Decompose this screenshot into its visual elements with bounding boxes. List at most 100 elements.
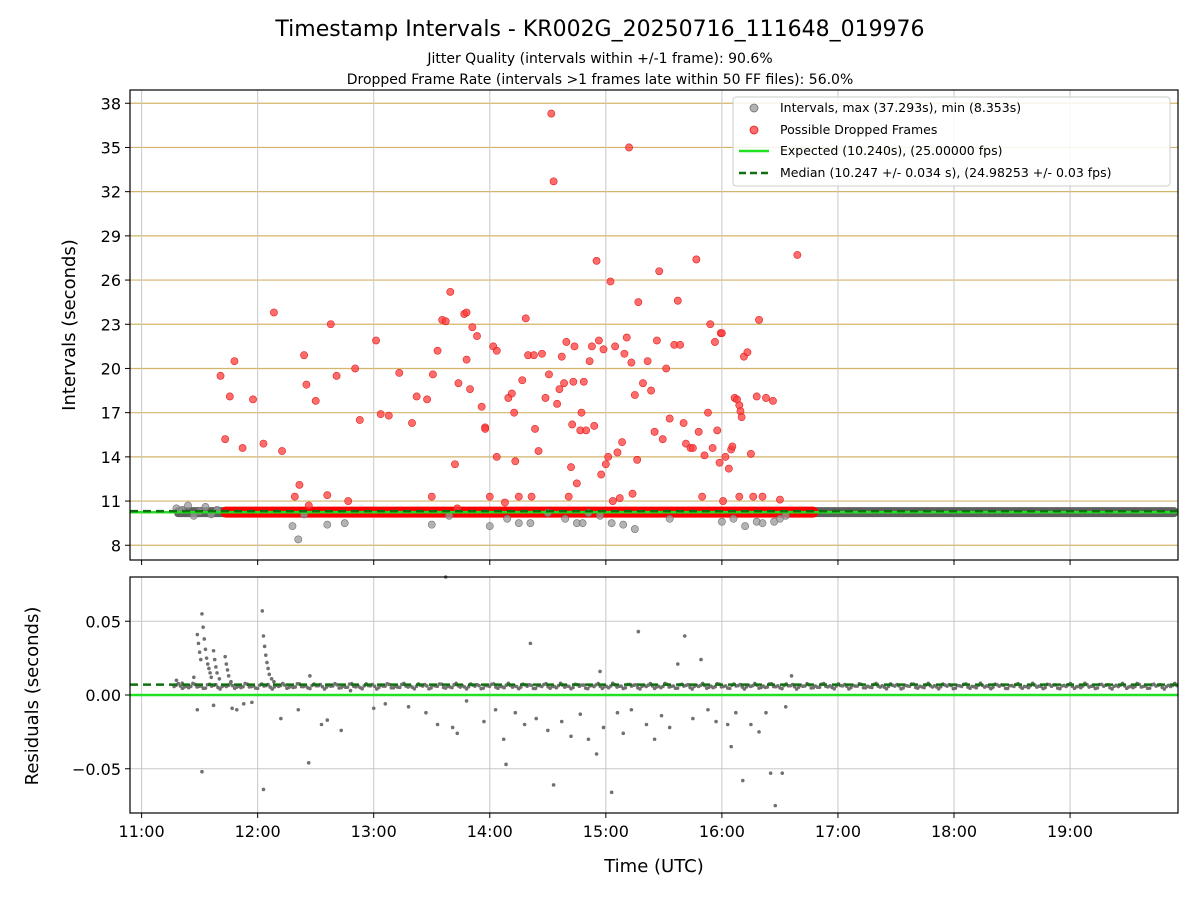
residual-point	[502, 685, 506, 690]
dropped-frame-point	[704, 408, 712, 417]
residual-point	[224, 662, 229, 666]
top-ytick-label: 23	[101, 315, 121, 334]
dropped-frame-point	[372, 336, 380, 345]
residual-point	[429, 686, 433, 690]
dropped-frame-point	[216, 371, 225, 380]
dropped-frame-point	[355, 416, 364, 424]
residual-point	[202, 637, 207, 641]
residual-point	[633, 683, 638, 687]
residual-point	[241, 684, 245, 689]
residual-point	[266, 666, 270, 671]
residual-point	[699, 657, 703, 662]
dropped-frame-point	[647, 386, 655, 395]
dropped-frame-point	[627, 358, 636, 367]
residual-point	[601, 725, 606, 730]
dropped-frame-point	[700, 451, 709, 460]
interval-point	[323, 520, 332, 529]
dropped-frame-point	[655, 267, 664, 276]
residual-point	[849, 685, 853, 690]
residual-point	[659, 713, 664, 718]
residual-point	[501, 737, 506, 742]
residual-point	[619, 684, 623, 688]
dropped-frame-point	[468, 323, 477, 332]
dropped-frame-point	[698, 492, 707, 501]
bottom-ytick-label: 0.00	[85, 686, 121, 705]
dropped-frame-point	[622, 333, 631, 342]
dropped-frame-point	[752, 392, 761, 401]
dropped-frame-point	[510, 408, 519, 417]
bottom-xtick-label: 17:00	[815, 822, 861, 841]
residual-point	[383, 702, 388, 706]
residual-point	[345, 685, 350, 690]
residual-point	[205, 662, 210, 666]
residual-point	[922, 685, 926, 690]
residual-point	[734, 710, 738, 715]
residual-point	[638, 687, 642, 691]
dropped-frame-point	[604, 452, 613, 461]
dropped-frame-point	[724, 464, 733, 473]
dropped-frame-point	[477, 402, 486, 411]
legend-label-intervals: Intervals, max (37.293s), min (8.353s)	[780, 100, 1021, 115]
dropped-frame-point	[462, 308, 471, 317]
residual-point	[261, 634, 266, 638]
interval-point	[340, 519, 349, 528]
residual-point	[546, 728, 550, 733]
residual-point	[1058, 686, 1062, 691]
dropped-frame-point	[300, 351, 308, 360]
dropped-frame-point	[597, 470, 606, 479]
residual-point	[764, 710, 768, 715]
top-panel: 8 11 14 17 20 23 26 29 32 35 38 Intervals (seconds…	[59, 89, 1179, 565]
residual-point	[211, 648, 216, 653]
residual-point	[218, 687, 222, 691]
dropped-frame-point	[599, 345, 608, 354]
residual-point	[675, 662, 680, 666]
residual-point	[265, 660, 269, 665]
dropped-frame-point	[549, 177, 558, 186]
interval-point	[503, 514, 512, 523]
residual-point	[615, 710, 620, 715]
residual-point	[652, 737, 657, 742]
residual-point	[306, 761, 311, 765]
dropped-frame-point	[332, 371, 341, 380]
residual-point	[569, 734, 573, 739]
residual-point	[308, 674, 312, 678]
dropped-frame-point	[658, 435, 667, 444]
residual-point	[884, 687, 889, 691]
dropped-frame-point	[630, 391, 639, 399]
residual-point	[192, 675, 196, 680]
residual-point	[267, 672, 272, 677]
dropped-frame-point	[557, 352, 566, 361]
residual-point	[529, 683, 534, 688]
legend-marker-dropped	[749, 125, 759, 135]
residual-point	[765, 685, 770, 689]
residual-point	[223, 654, 227, 659]
interval-point	[561, 514, 570, 523]
dropped-frame-point	[441, 317, 450, 326]
dropped-frame-point	[344, 497, 353, 505]
dropped-frame-point	[569, 377, 578, 386]
residual-point	[198, 657, 203, 662]
dropped-frame-point	[278, 447, 286, 455]
residual-point	[667, 725, 672, 730]
residual-point	[870, 685, 874, 690]
bottom-xtick-label: 14:00	[467, 822, 513, 841]
dropped-frame-point	[446, 287, 455, 296]
dropped-frame-point	[538, 349, 546, 358]
dropped-frame-point	[634, 298, 643, 307]
dropped-frame-point	[577, 408, 586, 417]
residual-point	[200, 612, 204, 616]
dropped-frame-point	[531, 424, 539, 433]
top-ytick-label: 14	[101, 448, 121, 467]
dropped-frame-point	[454, 379, 463, 388]
dropped-frame-point	[643, 357, 652, 365]
dropped-frame-point	[608, 497, 617, 505]
dropped-frame-point	[514, 492, 523, 501]
interval-point	[665, 514, 674, 523]
dropped-frame-point	[582, 426, 591, 435]
residual-point	[991, 685, 995, 689]
dropped-frame-point	[588, 342, 596, 351]
interval-point	[184, 501, 192, 510]
dropped-frame-point	[466, 385, 474, 393]
residual-point	[262, 644, 267, 649]
residual-point	[260, 609, 265, 613]
